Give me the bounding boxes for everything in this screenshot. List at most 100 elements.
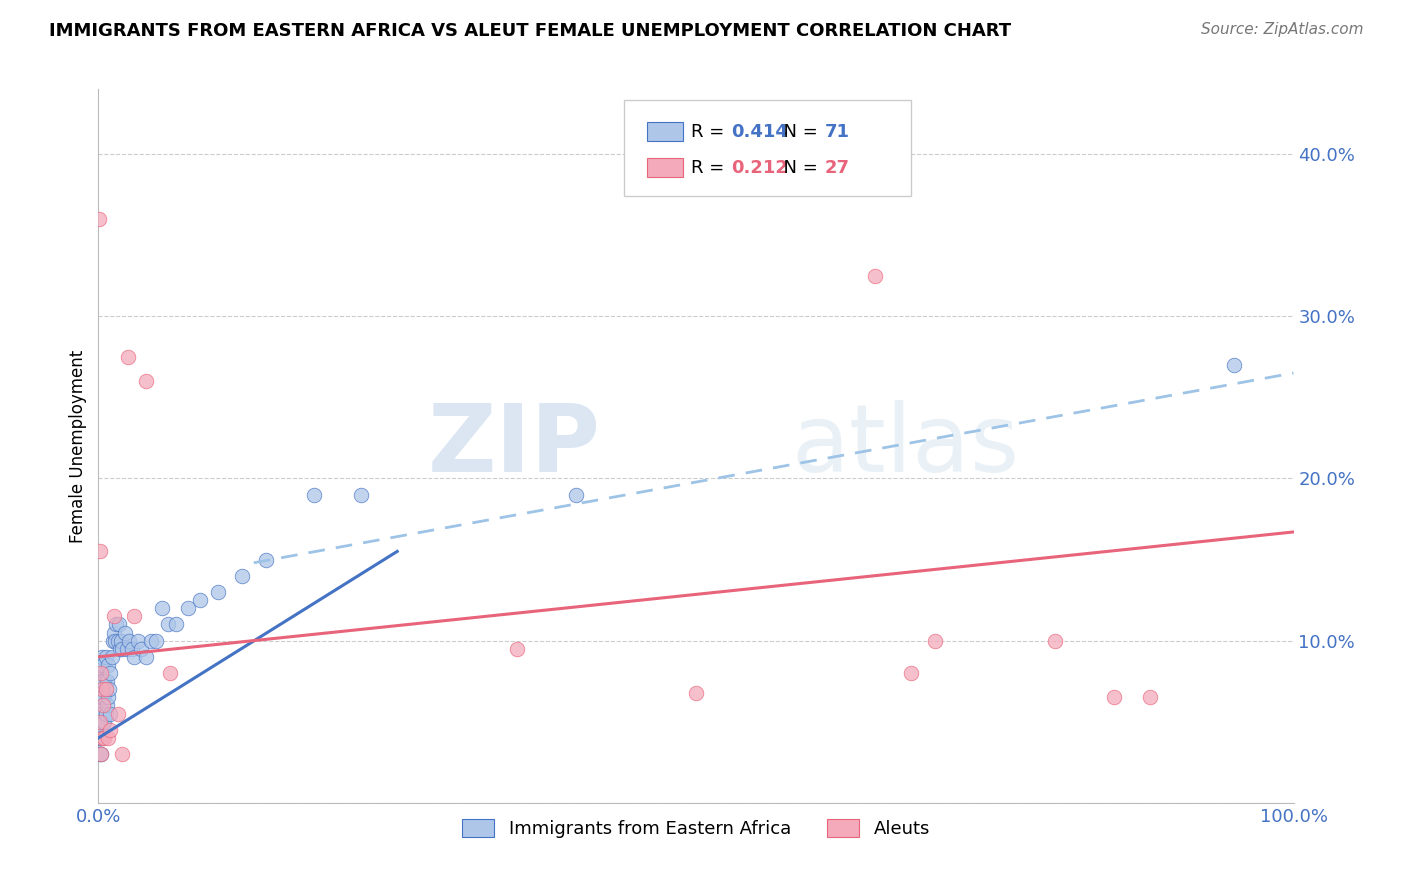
Text: ZIP: ZIP: [427, 400, 600, 492]
Text: R =: R =: [692, 159, 730, 177]
Point: [90, 666, 112, 681]
Point: [231, 568, 253, 582]
Point: [111, 641, 134, 656]
Point: [90, 723, 112, 737]
Point: [89, 666, 111, 681]
Point: [924, 633, 946, 648]
Point: [103, 625, 125, 640]
Point: [159, 666, 181, 681]
Point: [100, 649, 122, 664]
Point: [165, 617, 187, 632]
Point: [121, 641, 143, 656]
Point: [107, 633, 129, 648]
Point: [111, 747, 134, 761]
Point: [91, 690, 114, 705]
Point: [135, 649, 157, 664]
Text: 71: 71: [825, 123, 851, 141]
Point: [89, 682, 111, 697]
Point: [101, 633, 124, 648]
Text: IMMIGRANTS FROM EASTERN AFRICA VS ALEUT FEMALE UNEMPLOYMENT CORRELATION CHART: IMMIGRANTS FROM EASTERN AFRICA VS ALEUT …: [49, 22, 1011, 40]
Point: [89, 731, 111, 745]
Point: [91, 657, 114, 672]
Text: atlas: atlas: [792, 400, 1019, 492]
Point: [94, 682, 117, 697]
Point: [107, 617, 129, 632]
Point: [91, 674, 114, 689]
Point: [685, 685, 707, 699]
Point: [110, 633, 132, 648]
Point: [93, 690, 115, 705]
Point: [145, 633, 167, 648]
Point: [188, 593, 211, 607]
Point: [91, 649, 114, 664]
Point: [89, 666, 111, 681]
Point: [103, 609, 125, 624]
Point: [91, 731, 114, 745]
Point: [90, 747, 112, 761]
Point: [105, 617, 128, 632]
Point: [96, 674, 118, 689]
Point: [91, 682, 114, 697]
Point: [104, 633, 127, 648]
Point: [506, 641, 529, 656]
Point: [117, 350, 139, 364]
Point: [98, 723, 122, 737]
Point: [97, 731, 120, 745]
Point: [207, 585, 229, 599]
Point: [90, 657, 112, 672]
Point: [156, 617, 179, 632]
Point: [1104, 690, 1126, 705]
FancyBboxPatch shape: [647, 158, 683, 177]
Point: [91, 674, 114, 689]
Point: [89, 698, 111, 713]
Point: [131, 641, 153, 656]
Point: [91, 731, 114, 745]
Text: N =: N =: [772, 159, 824, 177]
FancyBboxPatch shape: [647, 122, 683, 141]
Point: [565, 488, 588, 502]
Text: 0.212: 0.212: [731, 159, 787, 177]
Point: [93, 714, 115, 729]
Point: [90, 674, 112, 689]
Point: [107, 706, 129, 721]
Point: [254, 552, 277, 566]
Point: [127, 633, 149, 648]
Point: [108, 641, 131, 656]
Point: [89, 698, 111, 713]
Point: [91, 714, 114, 729]
Point: [302, 488, 325, 502]
Point: [91, 698, 114, 713]
Point: [97, 690, 120, 705]
Point: [1139, 690, 1161, 705]
Point: [124, 609, 146, 624]
Point: [87, 211, 110, 226]
Point: [91, 690, 114, 705]
Point: [90, 690, 112, 705]
Point: [89, 714, 111, 729]
Point: [89, 714, 111, 729]
Point: [98, 682, 121, 697]
Point: [97, 657, 120, 672]
Point: [94, 706, 117, 721]
Point: [177, 601, 200, 615]
Point: [350, 488, 373, 502]
Point: [96, 698, 118, 713]
Point: [118, 633, 141, 648]
Point: [87, 731, 110, 745]
Point: [98, 706, 122, 721]
Point: [89, 747, 111, 761]
Point: [90, 747, 112, 761]
Point: [87, 714, 110, 729]
Point: [135, 374, 157, 388]
Text: R =: R =: [692, 123, 730, 141]
Point: [94, 649, 117, 664]
Legend: Immigrants from Eastern Africa, Aleuts: Immigrants from Eastern Africa, Aleuts: [453, 810, 939, 847]
Text: 27: 27: [825, 159, 851, 177]
Text: Source: ZipAtlas.com: Source: ZipAtlas.com: [1201, 22, 1364, 37]
Point: [124, 649, 146, 664]
Point: [89, 544, 111, 558]
Text: 0.414: 0.414: [731, 123, 787, 141]
Point: [115, 641, 138, 656]
Y-axis label: Female Unemployment: Female Unemployment: [69, 350, 87, 542]
Point: [93, 674, 115, 689]
